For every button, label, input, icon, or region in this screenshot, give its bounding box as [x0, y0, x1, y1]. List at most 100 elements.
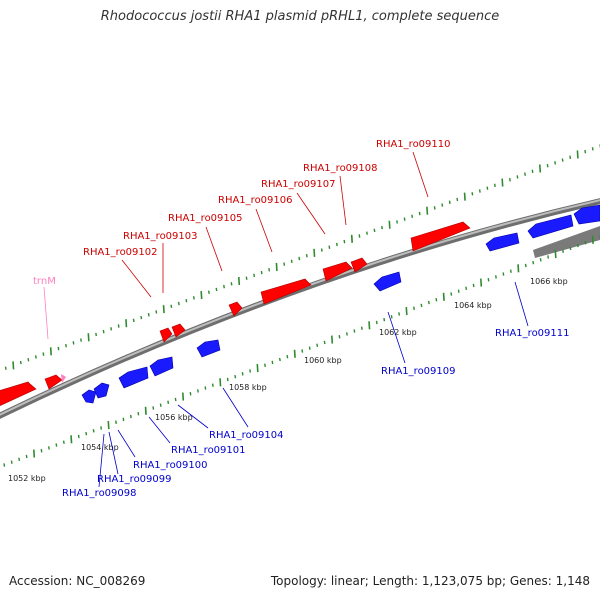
minor-tick: [493, 183, 496, 188]
minor-tick: [152, 406, 155, 410]
minor-tick: [308, 346, 311, 350]
scale-label-1058: 1058 kbp: [229, 383, 267, 392]
gene-label-ro09098[interactable]: RHA1_ro09098: [62, 488, 137, 499]
gene-label-ro09108[interactable]: RHA1_ro09108: [303, 163, 378, 174]
major-tick: [405, 307, 408, 316]
forward-gene[interactable]: [410, 221, 471, 252]
minor-tick: [3, 463, 6, 467]
gene-label-ro09100[interactable]: RHA1_ro09100: [133, 460, 208, 471]
major-tick: [87, 333, 90, 342]
forward-gene[interactable]: [0, 381, 37, 408]
minor-tick: [418, 211, 421, 216]
gene-label-trnm[interactable]: trnM: [33, 276, 56, 287]
minor-tick: [524, 263, 527, 268]
major-tick: [182, 392, 185, 401]
minor-tick: [25, 454, 28, 459]
minor-tick: [137, 411, 140, 416]
minor-tick: [509, 178, 511, 182]
scale-label-1066: 1066 kbp: [530, 277, 568, 286]
minor-tick: [413, 306, 415, 310]
trna-gene[interactable]: [61, 374, 66, 383]
minor-tick: [92, 429, 95, 433]
minor-tick: [569, 155, 572, 159]
scale-label-1052: 1052 kbp: [8, 474, 46, 483]
scale-label-1060: 1060 kbp: [304, 356, 342, 365]
minor-tick: [546, 163, 549, 168]
minor-tick: [110, 327, 113, 331]
scale-label-1056: 1056 kbp: [155, 413, 193, 422]
minor-tick: [230, 282, 233, 286]
minor-tick: [290, 259, 293, 264]
gene-label-ro09101[interactable]: RHA1_ro09101: [171, 445, 246, 456]
minor-tick: [360, 326, 363, 330]
minor-tick: [495, 275, 497, 279]
minor-tick: [569, 246, 572, 251]
gene-label-ro09104[interactable]: RHA1_ro09104: [209, 430, 284, 441]
scale-labels: 1052 kbp 1054 kbp 1056 kbp 1058 kbp 1060…: [8, 277, 568, 483]
minor-tick: [532, 260, 535, 265]
reverse-gene[interactable]: [93, 382, 110, 399]
minor-tick: [509, 269, 512, 273]
forward-gene[interactable]: [159, 327, 173, 343]
gene-label-ro09106[interactable]: RHA1_ro09106: [218, 195, 293, 206]
minor-tick: [433, 206, 436, 210]
reverse-gene[interactable]: [196, 339, 221, 358]
minor-tick: [100, 426, 103, 430]
major-tick: [275, 262, 278, 271]
major-tick: [70, 435, 73, 444]
gene-label-ro09099[interactable]: RHA1_ro09099: [97, 474, 172, 485]
forward-gene[interactable]: [350, 257, 368, 273]
minor-tick: [155, 310, 158, 314]
minor-tick: [223, 284, 225, 289]
major-tick: [313, 248, 316, 257]
minor-tick: [147, 313, 150, 317]
gene-label-ro09110[interactable]: RHA1_ro09110: [376, 139, 451, 150]
gene-label-ro09102[interactable]: RHA1_ro09102: [83, 247, 158, 258]
minor-tick: [62, 440, 65, 444]
gene-label-ro09103[interactable]: RHA1_ro09103: [123, 231, 198, 242]
reverse-gene[interactable]: [81, 389, 97, 404]
forward-gene[interactable]: [322, 261, 353, 282]
minor-tick: [411, 214, 414, 219]
major-tick: [256, 364, 259, 373]
minor-tick: [335, 242, 338, 247]
forward-gene[interactable]: [228, 301, 243, 317]
minor-tick: [465, 286, 468, 291]
reverse-gene[interactable]: [485, 232, 520, 252]
minor-tick: [189, 392, 192, 396]
minor-tick: [268, 268, 271, 272]
reverse-gene[interactable]: [527, 214, 574, 239]
minor-tick: [316, 343, 319, 348]
minor-tick: [427, 300, 430, 305]
minor-tick: [34, 355, 37, 359]
major-tick: [368, 321, 371, 330]
major-tick: [480, 278, 483, 287]
reverse-gene[interactable]: [118, 366, 149, 389]
major-tick: [576, 150, 579, 159]
minor-tick: [403, 217, 406, 221]
minor-tick: [249, 369, 252, 373]
minor-tick: [170, 304, 173, 309]
forward-gene[interactable]: [171, 323, 186, 338]
gene-label-ro09111[interactable]: RHA1_ro09111: [495, 328, 570, 339]
minor-tick: [450, 292, 453, 296]
major-tick: [388, 220, 391, 229]
gene-label-ro09109[interactable]: RHA1_ro09109: [381, 366, 456, 377]
reverse-gene[interactable]: [373, 271, 402, 292]
minor-tick: [305, 253, 308, 258]
minor-tick: [457, 289, 460, 293]
gene-label-ro09107[interactable]: RHA1_ro09107: [261, 179, 336, 190]
major-tick: [517, 264, 520, 273]
minor-tick: [55, 443, 58, 447]
reverse-gene[interactable]: [573, 204, 600, 225]
forward-gene[interactable]: [260, 278, 312, 305]
minor-tick: [448, 200, 451, 204]
minor-tick: [260, 270, 263, 275]
major-tick: [539, 164, 542, 173]
minor-tick: [487, 278, 490, 282]
minor-tick: [396, 220, 399, 224]
minor-tick: [57, 346, 60, 351]
reverse-gene[interactable]: [149, 356, 174, 377]
gene-label-ro09105[interactable]: RHA1_ro09105: [168, 213, 243, 224]
